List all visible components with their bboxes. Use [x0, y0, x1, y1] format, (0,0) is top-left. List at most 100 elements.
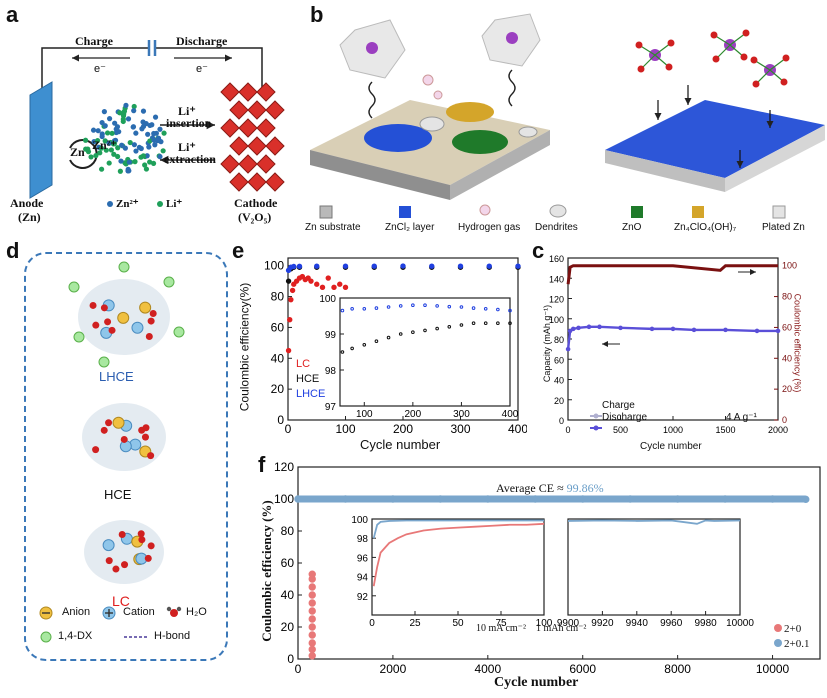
e-inset-point-hce: [471, 321, 476, 325]
panel-f-letter: f: [258, 452, 266, 477]
ion-dot: [115, 153, 121, 160]
e-ylabel: Coulombic efficiency(%): [237, 282, 252, 412]
legend-anion-label: Anion: [62, 606, 91, 618]
oxygen-atom: [742, 29, 750, 37]
cathode-octahedron: [220, 82, 240, 102]
x-tick-label: 2000: [768, 425, 788, 435]
e-point-hce: [285, 278, 292, 284]
ion-dot: [152, 114, 159, 120]
ion-dot: [106, 116, 113, 122]
water-molecule: [141, 433, 149, 441]
ion-dot: [99, 166, 105, 172]
y-tick-label: 80: [281, 524, 295, 538]
e-inset-point-lhce: [386, 305, 391, 309]
ion-cloud: [82, 102, 167, 174]
chart-f: 0 2000 4000 6000 8000 10000 0 20 40 60 80 100 120 0 25…: [274, 460, 821, 676]
e-inset-point-hce: [340, 350, 345, 354]
anion-ion: [117, 311, 130, 324]
x-tick-label: 100: [335, 422, 355, 436]
ion-dot: [111, 141, 118, 147]
cathode-octahedron: [247, 100, 267, 120]
x-tick-label: 200: [405, 409, 422, 420]
e-inset-point-lhce: [471, 306, 476, 310]
water-molecule: [89, 301, 97, 309]
e-inset-point-lhce: [508, 308, 512, 313]
b-legend-1: ZnCl₂ layer: [385, 222, 435, 233]
water-molecule: [100, 304, 108, 312]
x-tick-label: 100: [356, 409, 373, 420]
ion-dot: [146, 144, 152, 150]
cathode-octahedron: [220, 118, 240, 138]
x-tick-label: 100: [536, 618, 553, 629]
b-legend-0: Zn substrate: [305, 222, 361, 233]
e-point-lc: [285, 347, 292, 354]
c-discharge-point: [723, 327, 728, 333]
x-tick-label: 10000: [726, 618, 754, 629]
dx-molecule: [73, 331, 85, 343]
c-xlabel: Cycle number: [640, 441, 702, 452]
x-tick-label: 1500: [715, 425, 735, 435]
y-tick-label: 99: [325, 330, 337, 341]
water-molecule: [105, 557, 113, 565]
water-molecule: [121, 561, 129, 569]
ion-dot: [114, 124, 121, 130]
c-ylabel-right: Coulombic efficiency (%): [792, 293, 803, 393]
ion-dot: [161, 130, 167, 136]
b-legend-3: Dendrites: [535, 222, 578, 233]
ion-dot: [118, 158, 124, 164]
water-molecule: [92, 446, 100, 454]
oxygen-atom: [780, 78, 788, 86]
ion-dot: [140, 108, 147, 114]
e-inset-point-lhce: [398, 304, 403, 308]
ion-dot: [85, 149, 92, 155]
ion-dot: [147, 159, 153, 165]
ion-dot: [125, 116, 132, 122]
ion-dot: [140, 119, 146, 125]
ion-dot: [123, 102, 129, 108]
e-point-lc: [288, 296, 294, 303]
water-molecule: [147, 317, 155, 325]
y-tick-label: 40: [554, 376, 564, 386]
ion-dot: [115, 145, 121, 151]
cathode-octahedron: [247, 172, 267, 192]
extraction-label: extraction: [164, 152, 216, 166]
ion-dot: [160, 148, 166, 154]
b-legend-6: Plated Zn: [762, 222, 805, 233]
c-discharge-point: [670, 326, 676, 332]
e-point-lc: [325, 275, 331, 281]
y-tick-label: 40: [281, 588, 295, 602]
ion-dot: [119, 142, 125, 148]
legend-dx-label: 1,4-DX: [58, 630, 93, 642]
c-discharge-point: [597, 324, 602, 330]
x-tick-label: 9980: [694, 618, 717, 629]
x-tick-label: 500: [613, 425, 628, 435]
x-tick-label: 10000: [756, 662, 790, 676]
f-inset-left-line-2plus0.1: [372, 519, 544, 539]
ion-dot: [133, 130, 139, 136]
e-point-lc: [289, 287, 296, 294]
e-point-lhce: [371, 263, 377, 269]
y-tick-label: 94: [357, 573, 369, 584]
f-average-label: Average CE ≈ 99.86%: [496, 481, 604, 496]
x-tick-label: 400: [502, 409, 519, 420]
e-inset-point-hce: [398, 332, 403, 336]
e-inset-point-hce: [386, 335, 391, 340]
e-inset-point-lhce: [496, 307, 500, 312]
b-legend-2: Hydrogen gas: [458, 222, 521, 233]
e-inset-point-lhce: [447, 304, 452, 309]
f-point-2plus0: [308, 607, 316, 615]
x-tick-label: 9920: [591, 618, 614, 629]
e-point-lhce: [291, 263, 297, 270]
ion-dot: [106, 140, 112, 146]
ion-dot: [109, 130, 115, 136]
e-inset-point-lhce: [411, 303, 415, 307]
zn2-label: Zn²⁺: [92, 138, 117, 152]
e-point-lhce: [515, 263, 521, 269]
anode-sub-label: (Zn): [18, 210, 41, 224]
dx-molecule: [68, 281, 80, 293]
ion-dot: [157, 126, 163, 132]
ion-dot: [131, 103, 137, 110]
e-inset-point-lhce: [362, 307, 367, 311]
solvation-shell: [84, 520, 164, 584]
